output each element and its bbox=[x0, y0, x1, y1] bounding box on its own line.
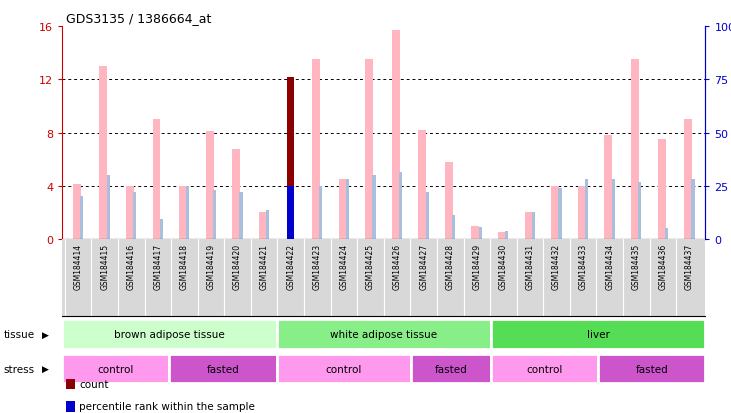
Text: GSM184425: GSM184425 bbox=[366, 243, 375, 290]
Bar bbox=[338, 180, 346, 240]
Text: GSM184414: GSM184414 bbox=[74, 243, 83, 290]
Text: GSM184429: GSM184429 bbox=[472, 243, 481, 290]
Bar bbox=[73, 185, 80, 240]
Text: control: control bbox=[526, 364, 563, 374]
Bar bbox=[259, 213, 267, 240]
Text: GSM184415: GSM184415 bbox=[100, 243, 109, 290]
Text: GSM184434: GSM184434 bbox=[605, 243, 614, 290]
Bar bbox=[287, 186, 295, 240]
Bar bbox=[240, 193, 243, 240]
Text: GSM184421: GSM184421 bbox=[260, 243, 269, 289]
Text: GSM184435: GSM184435 bbox=[632, 243, 641, 290]
Bar bbox=[153, 120, 161, 240]
Bar bbox=[505, 232, 509, 240]
Bar bbox=[62, 320, 276, 349]
Bar bbox=[551, 186, 559, 240]
Bar bbox=[425, 193, 428, 240]
Text: control: control bbox=[97, 364, 134, 374]
Bar bbox=[452, 216, 455, 240]
Text: white adipose tissue: white adipose tissue bbox=[330, 330, 437, 339]
Text: GSM184422: GSM184422 bbox=[287, 243, 295, 289]
Bar bbox=[276, 354, 411, 383]
Text: GSM184432: GSM184432 bbox=[552, 243, 561, 290]
Bar bbox=[346, 180, 349, 240]
Text: GSM184436: GSM184436 bbox=[659, 243, 667, 290]
Bar bbox=[577, 186, 586, 240]
Bar bbox=[605, 136, 613, 240]
Bar bbox=[276, 320, 491, 349]
Bar bbox=[126, 186, 134, 240]
Text: GSM184424: GSM184424 bbox=[339, 243, 349, 290]
Text: GDS3135 / 1386664_at: GDS3135 / 1386664_at bbox=[66, 12, 211, 25]
Text: ▶: ▶ bbox=[42, 364, 49, 373]
Text: GSM184417: GSM184417 bbox=[154, 243, 162, 290]
Text: GSM184431: GSM184431 bbox=[526, 243, 534, 290]
Bar bbox=[631, 60, 639, 240]
Bar bbox=[491, 354, 598, 383]
Bar bbox=[186, 186, 189, 240]
Bar bbox=[585, 180, 588, 240]
Text: GSM184419: GSM184419 bbox=[206, 243, 216, 290]
Bar bbox=[418, 131, 426, 240]
Text: liver: liver bbox=[587, 330, 610, 339]
Bar bbox=[491, 320, 705, 349]
Text: GSM184428: GSM184428 bbox=[446, 243, 455, 289]
Bar bbox=[479, 228, 482, 240]
Bar bbox=[159, 220, 163, 240]
Bar bbox=[638, 183, 641, 240]
Text: fasted: fasted bbox=[635, 364, 668, 374]
Text: count: count bbox=[79, 379, 108, 389]
Text: GSM184416: GSM184416 bbox=[126, 243, 136, 290]
Bar bbox=[525, 213, 533, 240]
Text: GSM184418: GSM184418 bbox=[180, 243, 189, 289]
Bar bbox=[664, 229, 668, 240]
Text: GSM184426: GSM184426 bbox=[393, 243, 401, 290]
Text: GSM184430: GSM184430 bbox=[499, 243, 508, 290]
Bar bbox=[99, 67, 107, 240]
Bar bbox=[179, 186, 187, 240]
Bar bbox=[372, 176, 376, 240]
Bar bbox=[684, 120, 692, 240]
Text: GSM184433: GSM184433 bbox=[579, 243, 588, 290]
Bar bbox=[399, 173, 402, 240]
Bar bbox=[80, 197, 83, 240]
Bar bbox=[319, 186, 322, 240]
Bar bbox=[392, 31, 400, 240]
Bar bbox=[213, 190, 216, 240]
Text: stress: stress bbox=[4, 364, 35, 374]
Bar bbox=[266, 210, 269, 240]
Bar bbox=[62, 354, 170, 383]
Bar bbox=[598, 354, 705, 383]
Bar bbox=[366, 60, 373, 240]
Bar bbox=[692, 180, 694, 240]
Bar bbox=[312, 60, 320, 240]
Bar bbox=[658, 140, 665, 240]
Text: control: control bbox=[325, 364, 362, 374]
Text: percentile rank within the sample: percentile rank within the sample bbox=[79, 401, 255, 411]
Text: GSM184437: GSM184437 bbox=[685, 243, 694, 290]
Bar bbox=[411, 354, 491, 383]
Text: fasted: fasted bbox=[434, 364, 467, 374]
Text: fasted: fasted bbox=[207, 364, 239, 374]
Bar bbox=[232, 149, 240, 240]
Bar bbox=[612, 180, 615, 240]
Text: GSM184423: GSM184423 bbox=[313, 243, 322, 290]
Text: GSM184427: GSM184427 bbox=[419, 243, 428, 290]
Bar bbox=[107, 176, 110, 240]
Text: GSM184420: GSM184420 bbox=[233, 243, 242, 290]
Bar bbox=[532, 213, 535, 240]
Bar bbox=[205, 132, 213, 240]
Bar bbox=[133, 193, 136, 240]
Text: ▶: ▶ bbox=[42, 330, 49, 339]
Text: brown adipose tissue: brown adipose tissue bbox=[114, 330, 224, 339]
Bar bbox=[170, 354, 276, 383]
Text: tissue: tissue bbox=[4, 330, 35, 339]
Bar bbox=[287, 77, 295, 240]
Bar bbox=[471, 226, 480, 240]
Bar bbox=[445, 162, 453, 240]
Bar bbox=[498, 233, 506, 240]
Bar bbox=[558, 189, 561, 240]
